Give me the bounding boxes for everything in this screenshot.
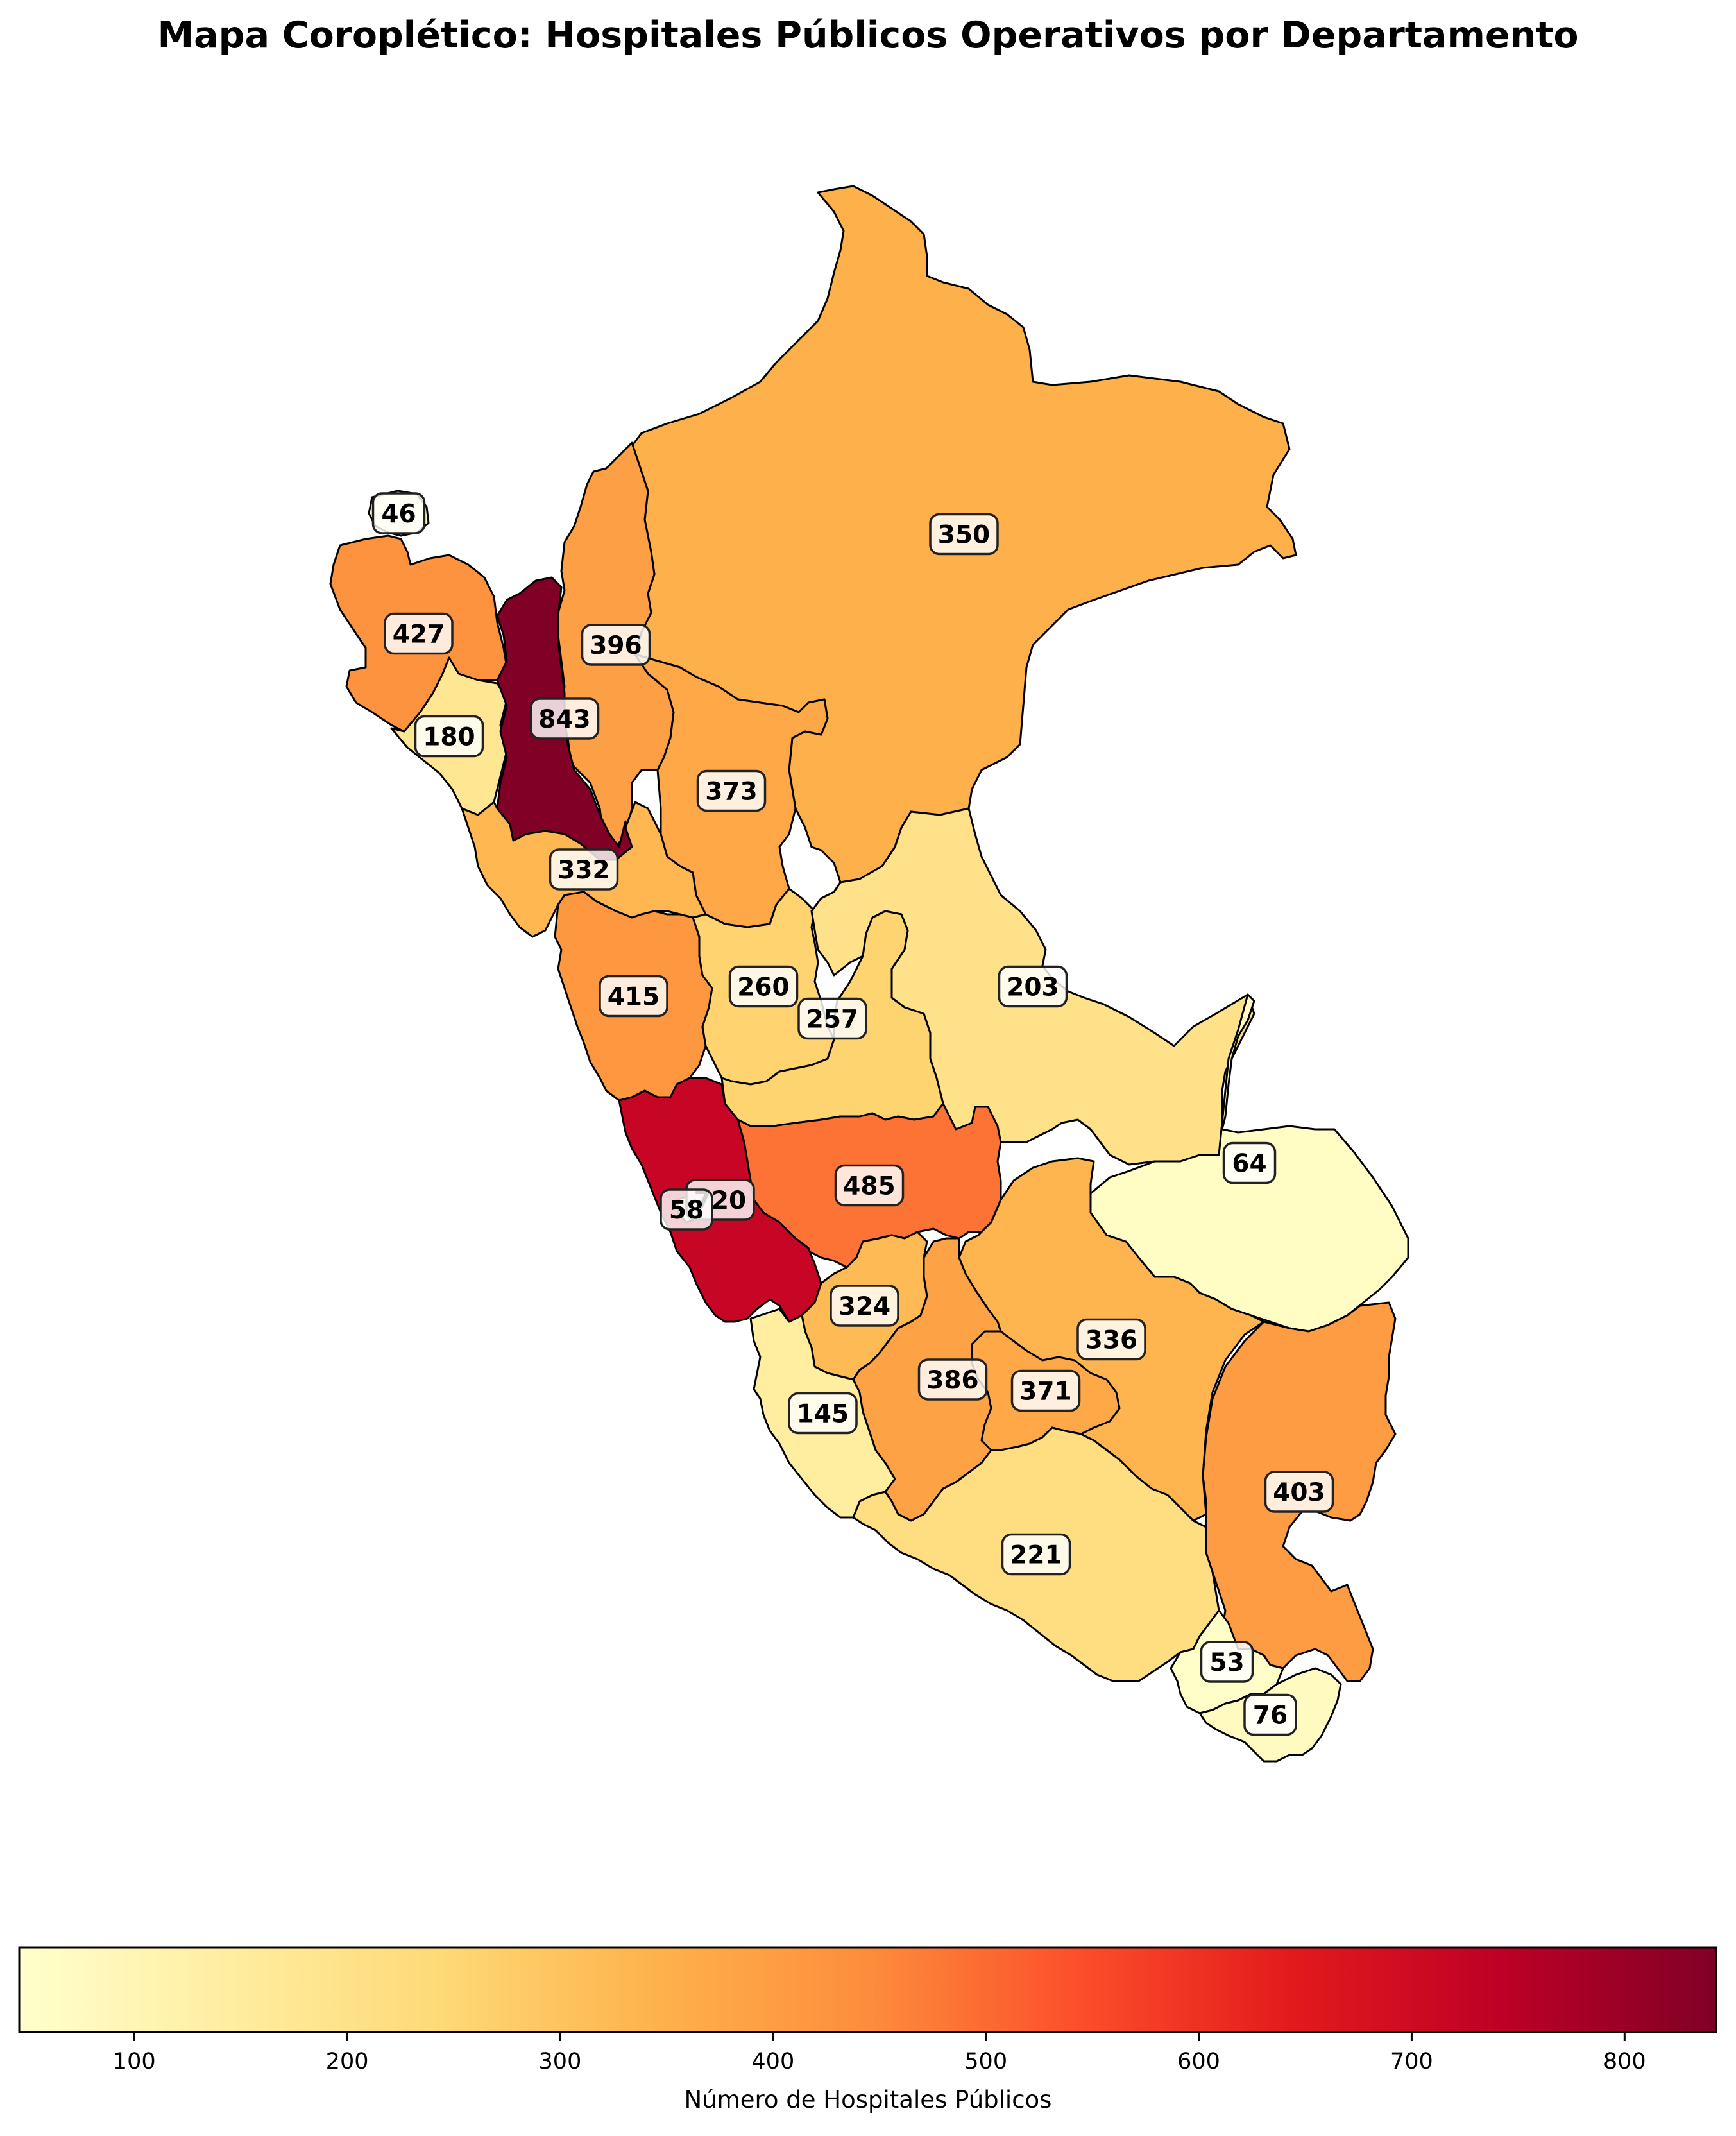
label-box — [1010, 1369, 1081, 1412]
colorbar-tick-label: 200 — [326, 2049, 369, 2074]
region-label-huanuco: 260 — [728, 965, 799, 1008]
colorbar-tick-label: 100 — [113, 2049, 156, 2074]
colorbar-tick-label: 800 — [1603, 2049, 1646, 2074]
region-label-ucayali: 203 — [998, 965, 1068, 1008]
region-label-piura: 427 — [384, 612, 454, 655]
label-box — [788, 1392, 858, 1435]
label-box — [1076, 1318, 1146, 1361]
colorbar-tick-label: 400 — [751, 2049, 794, 2074]
label-box — [797, 997, 867, 1040]
region-value-label: 257 — [806, 1005, 858, 1034]
region-label-madre-de-dios: 64 — [1222, 1141, 1277, 1184]
region-value-label: 324 — [838, 1292, 890, 1321]
colorbar-ticks: 100 200 300 400 500 600 700 800 — [113, 2032, 1646, 2074]
region-label-huancavelica: 324 — [830, 1285, 899, 1327]
department-regions — [329, 185, 1409, 1763]
region-value-label: 145 — [797, 1400, 849, 1429]
label-box — [728, 965, 799, 1008]
region-value-label: 64 — [1232, 1150, 1266, 1179]
region-label-tumbes: 46 — [371, 492, 426, 534]
region-value-label: 427 — [393, 620, 445, 649]
region-label-callao: 58 — [660, 1188, 713, 1231]
label-box — [581, 624, 651, 666]
region-value-label: 58 — [669, 1196, 704, 1225]
region-label-arequipa: 221 — [1001, 1533, 1071, 1576]
label-box — [929, 513, 999, 556]
colorbar-tick-label: 700 — [1390, 2049, 1433, 2074]
region-value-label: 221 — [1010, 1541, 1062, 1570]
region-value-label: 53 — [1209, 1648, 1244, 1677]
region-label-san-martin: 373 — [696, 769, 767, 812]
label-box — [696, 769, 767, 812]
region-label-cusco: 336 — [1076, 1318, 1146, 1361]
label-box — [834, 1164, 905, 1207]
label-box — [529, 697, 600, 740]
label-box — [830, 1285, 899, 1327]
label-box — [660, 1188, 713, 1231]
region-value-label: 415 — [608, 983, 660, 1012]
region-value-label: 373 — [705, 778, 757, 807]
label-box — [371, 492, 426, 534]
colorbar-tick-label: 600 — [1177, 2049, 1220, 2074]
label-box — [917, 1358, 988, 1401]
region-value-label: 203 — [1007, 973, 1059, 1002]
region-label-ica: 145 — [788, 1392, 858, 1435]
label-box — [1222, 1141, 1277, 1184]
map-title: Mapa Coroplético: Hospitales Públicos Op… — [157, 14, 1579, 56]
region-label-tacna: 76 — [1243, 1693, 1297, 1736]
label-box — [599, 975, 668, 1018]
colorbar-tick-label: 500 — [964, 2049, 1007, 2074]
region-label-cajamarca: 843 — [529, 697, 600, 740]
colorbar-gradient — [19, 1947, 1716, 2032]
colorbar: 100 200 300 400 500 600 700 800 Número de Hospi… — [18, 1946, 1717, 2114]
label-box — [549, 848, 619, 891]
region-value-label: 332 — [557, 856, 609, 885]
region-label-amazonas: 396 — [581, 624, 651, 666]
colorbar-frame — [18, 1946, 1717, 2033]
label-box — [384, 612, 454, 655]
region-value-label: 260 — [737, 973, 789, 1002]
region-label-la-libertad: 332 — [549, 848, 619, 891]
label-box — [414, 715, 484, 758]
region-value-label: 76 — [1253, 1702, 1288, 1730]
region-value-label: 386 — [926, 1366, 978, 1395]
region-value-label: 46 — [381, 500, 416, 529]
region-value-label: 403 — [1273, 1478, 1325, 1507]
region-label-apurimac: 371 — [1010, 1369, 1081, 1412]
label-box — [1243, 1693, 1297, 1736]
colorbar-tick-label: 300 — [539, 2049, 582, 2074]
label-box — [1264, 1471, 1334, 1513]
region-value-label: 843 — [538, 705, 590, 734]
colorbar-label: Número de Hospitales Públicos — [685, 2086, 1052, 2114]
region-label-lambayeque: 180 — [414, 715, 484, 758]
region-label-ayacucho: 386 — [917, 1358, 988, 1401]
region-label-moquegua: 53 — [1200, 1641, 1254, 1683]
label-box — [998, 965, 1068, 1008]
region-value-label: 371 — [1019, 1378, 1071, 1406]
region-label-loreto: 350 — [929, 513, 999, 556]
region-value-label: 396 — [590, 631, 642, 660]
label-box — [1001, 1533, 1071, 1576]
region-label-junin: 485 — [834, 1164, 905, 1207]
region-value-label: 180 — [423, 723, 475, 752]
region-label-ancash: 415 — [599, 975, 668, 1018]
region-label-pasco: 257 — [797, 997, 867, 1040]
region-value-label: 336 — [1085, 1326, 1137, 1355]
region-value-label: 350 — [938, 521, 990, 550]
label-box — [1200, 1641, 1254, 1683]
region-value-label: 485 — [843, 1172, 895, 1201]
region-label-puno: 403 — [1264, 1471, 1334, 1513]
